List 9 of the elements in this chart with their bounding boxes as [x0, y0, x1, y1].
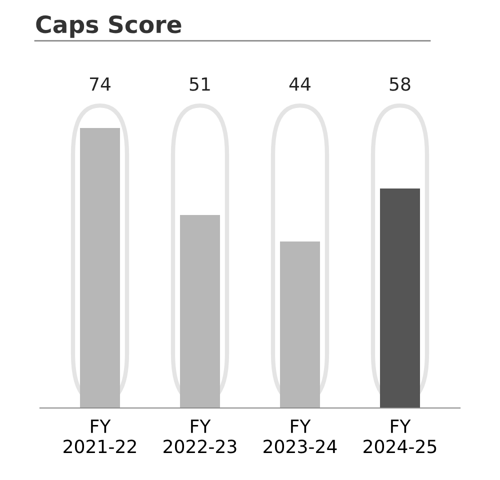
- x-tick-label: FY 2021-22: [64, 420, 136, 454]
- x-tick-label: FY 2023-24: [264, 420, 337, 454]
- chart-title: Caps Score: [36, 15, 182, 38]
- x-tick-label: FY 2022-23: [164, 420, 236, 454]
- data-label: 51: [190, 77, 210, 91]
- data-label: 58: [390, 77, 410, 91]
- x-tick-label: FY 2024-25: [364, 420, 436, 454]
- data-label: 74: [90, 77, 110, 91]
- data-label: 44: [289, 77, 310, 91]
